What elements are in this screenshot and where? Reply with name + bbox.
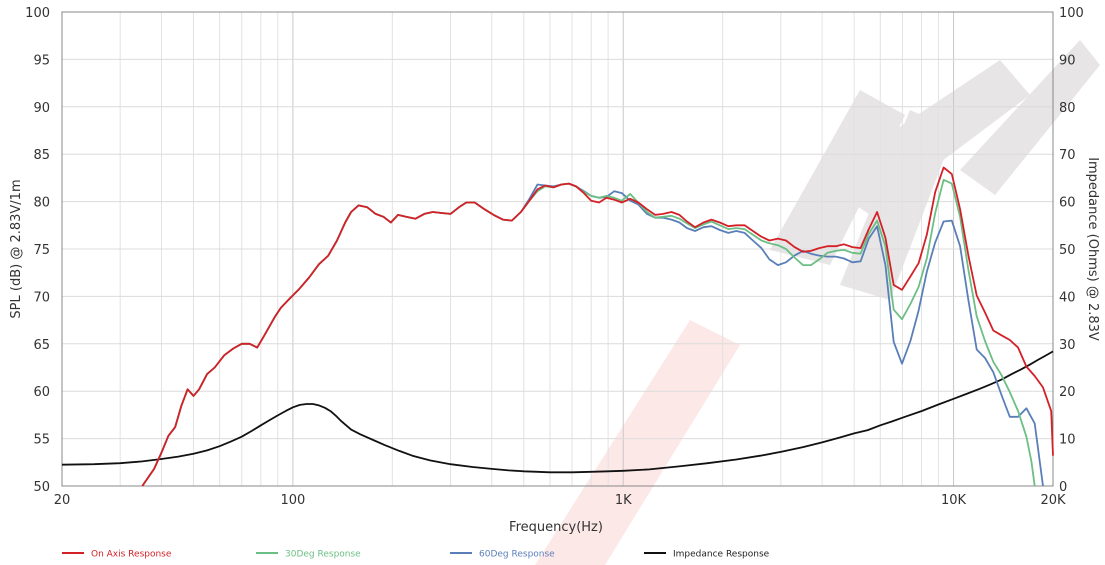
y-tick-label-left: 95 (33, 53, 50, 68)
y-tick-label-right: 60 (1059, 196, 1076, 211)
y-tick-label-right: 90 (1059, 53, 1076, 68)
x-tick-label: 100 (280, 493, 305, 508)
y-tick-label-right: 30 (1059, 338, 1076, 353)
y-tick-label-right: 50 (1059, 243, 1076, 258)
y-tick-label-right: 40 (1059, 290, 1076, 305)
tick-labels: 20 100 1K 10K 20K 50 55 60 65 70 75 80 85 90 95 100 0 10 2… (25, 6, 1084, 508)
y-tick-label-left: 70 (33, 290, 50, 305)
series-lines (61, 166, 1054, 487)
y-axis-title-left: SPL (dB) @ 2.83V/1m (9, 179, 24, 318)
y-tick-label-left: 100 (25, 6, 50, 21)
x-tick-label: 10K (941, 493, 967, 508)
y-tick-label-right: 80 (1059, 101, 1076, 116)
y-tick-label-right: 70 (1059, 148, 1076, 163)
y-tick-label-left: 90 (33, 101, 50, 116)
watermark (535, 40, 1100, 565)
legend-label: 30Deg Response (285, 550, 361, 560)
legend: On Axis Response 30Deg Response 60Deg Resp… (62, 550, 770, 560)
x-tick-label: 20K (1040, 493, 1066, 508)
y-tick-label-right: 0 (1059, 480, 1067, 495)
y-tick-label-right: 10 (1059, 433, 1076, 448)
y-tick-label-left: 55 (33, 433, 50, 448)
series-line-impedance-response (61, 350, 1054, 474)
legend-label: On Axis Response (91, 550, 172, 560)
grid (62, 11, 1053, 487)
series-line-on-axis-response (141, 166, 1054, 487)
plot-frame (61, 11, 1054, 487)
x-axis-title: Frequency(Hz) (509, 520, 603, 535)
x-tick-label: 20 (54, 493, 71, 508)
y-tick-label-right: 100 (1059, 6, 1084, 21)
legend-label: Impedance Response (673, 550, 770, 560)
y-tick-label-left: 65 (33, 338, 50, 353)
y-tick-label-left: 75 (33, 243, 50, 258)
y-tick-label-left: 60 (33, 385, 50, 400)
y-tick-label-right: 20 (1059, 385, 1076, 400)
y-tick-label-left: 50 (33, 480, 50, 495)
y-tick-label-left: 80 (33, 196, 50, 211)
x-tick-label: 1K (615, 493, 632, 508)
y-axis-title-right: Impedance (Ohms) @ 2.83V (1085, 157, 1100, 341)
legend-label: 60Deg Response (479, 550, 555, 560)
y-tick-label-left: 85 (33, 148, 50, 163)
